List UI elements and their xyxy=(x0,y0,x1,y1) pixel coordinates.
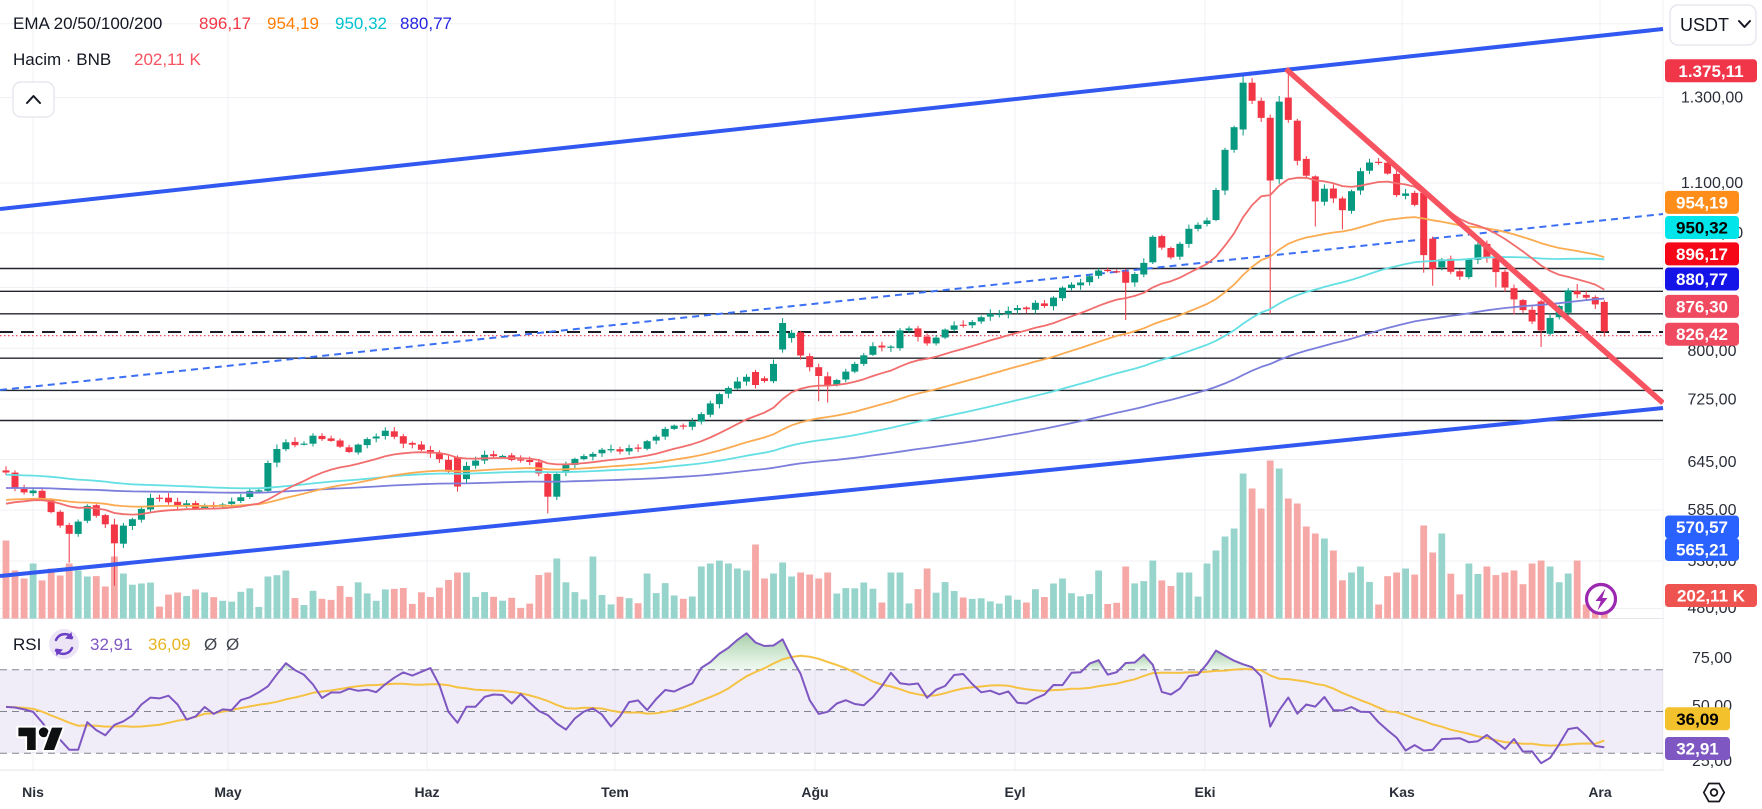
svg-text:800,00: 800,00 xyxy=(1688,343,1737,360)
svg-text:880,77: 880,77 xyxy=(1676,270,1728,289)
svg-text:202,11 K: 202,11 K xyxy=(1677,587,1746,606)
svg-text:565,21: 565,21 xyxy=(1676,541,1728,560)
svg-text:645,00: 645,00 xyxy=(1688,454,1737,471)
svg-text:Ağu: Ağu xyxy=(801,784,828,800)
svg-text:1.100,00: 1.100,00 xyxy=(1681,175,1743,192)
svg-text:36,09: 36,09 xyxy=(1676,710,1719,729)
svg-text:36,09: 36,09 xyxy=(148,635,191,654)
svg-text:Nis: Nis xyxy=(22,784,44,800)
svg-text:RSI: RSI xyxy=(13,635,41,654)
svg-text:Ø: Ø xyxy=(204,635,217,654)
svg-text:950,32: 950,32 xyxy=(1676,219,1728,238)
svg-text:Ø: Ø xyxy=(226,635,239,654)
svg-text:Eki: Eki xyxy=(1194,784,1215,800)
svg-text:USDT: USDT xyxy=(1680,15,1729,35)
svg-text:1.375,11: 1.375,11 xyxy=(1678,62,1743,81)
svg-text:950,32: 950,32 xyxy=(335,14,387,33)
svg-text:Kas: Kas xyxy=(1389,784,1415,800)
svg-text:Hacim · BNB: Hacim · BNB xyxy=(13,50,111,69)
svg-text:880,77: 880,77 xyxy=(400,14,452,33)
svg-text:954,19: 954,19 xyxy=(1676,193,1728,212)
svg-text:585,00: 585,00 xyxy=(1688,502,1737,519)
svg-text:954,19: 954,19 xyxy=(267,14,319,33)
svg-text:May: May xyxy=(214,784,241,800)
svg-text:725,00: 725,00 xyxy=(1688,392,1737,409)
svg-text:Tem: Tem xyxy=(601,784,629,800)
svg-text:202,11 K: 202,11 K xyxy=(134,50,201,69)
svg-text:Ara: Ara xyxy=(1588,784,1612,800)
svg-text:32,91: 32,91 xyxy=(90,635,133,654)
svg-text:876,30: 876,30 xyxy=(1676,297,1728,316)
svg-text:75,00: 75,00 xyxy=(1692,650,1732,667)
svg-text:570,57: 570,57 xyxy=(1676,518,1728,537)
svg-text:896,17: 896,17 xyxy=(199,14,251,33)
svg-text:32,91: 32,91 xyxy=(1676,740,1719,759)
svg-text:896,17: 896,17 xyxy=(1676,245,1728,264)
svg-text:Eyl: Eyl xyxy=(1004,784,1025,800)
svg-text:Haz: Haz xyxy=(415,784,440,800)
svg-text:1.300,00: 1.300,00 xyxy=(1681,90,1743,107)
svg-text:EMA 20/50/100/200: EMA 20/50/100/200 xyxy=(13,14,162,33)
svg-text:826,42: 826,42 xyxy=(1676,325,1728,344)
